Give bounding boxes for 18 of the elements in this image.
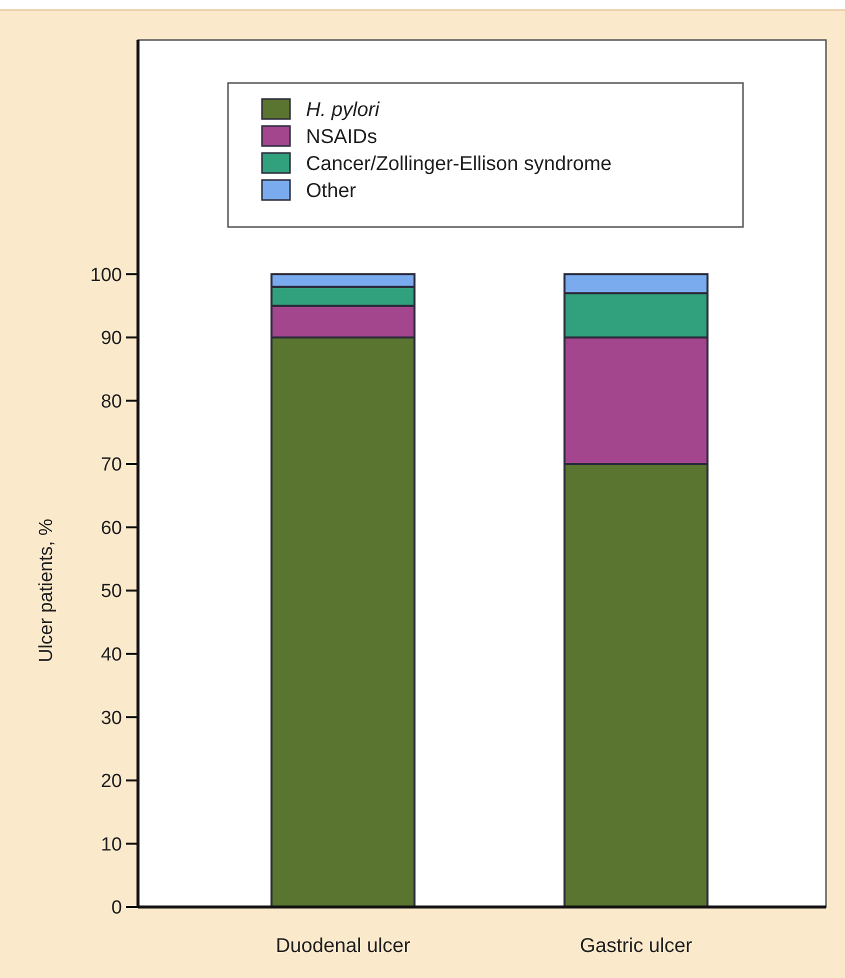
y-tick-label: 70 [100, 454, 122, 476]
legend-label: H. pylori [306, 99, 380, 121]
y-tick-label: 100 [90, 264, 122, 286]
y-tick-label: 80 [100, 391, 122, 412]
legend-label: NSAIDs [306, 126, 378, 148]
x-tick-label: Duodenal ulcer [276, 935, 411, 957]
y-tick-label: 50 [100, 581, 122, 602]
y-tick-label: 40 [100, 644, 122, 666]
y-axis-title: Ulcer patients, % [36, 518, 57, 662]
y-tick-label: 30 [100, 708, 122, 729]
y-tick-label: 0 [111, 898, 122, 919]
y-tick-label: 60 [100, 518, 122, 539]
y-tick-label: 20 [100, 771, 122, 792]
y-tick-label: 90 [100, 328, 122, 350]
legend-label: Other [306, 180, 356, 202]
x-tick-label: Gastric ulcer [580, 935, 692, 957]
legend-label: Cancer/Zollinger-Ellison syndrome [306, 153, 612, 175]
y-tick-label: 10 [100, 834, 122, 856]
